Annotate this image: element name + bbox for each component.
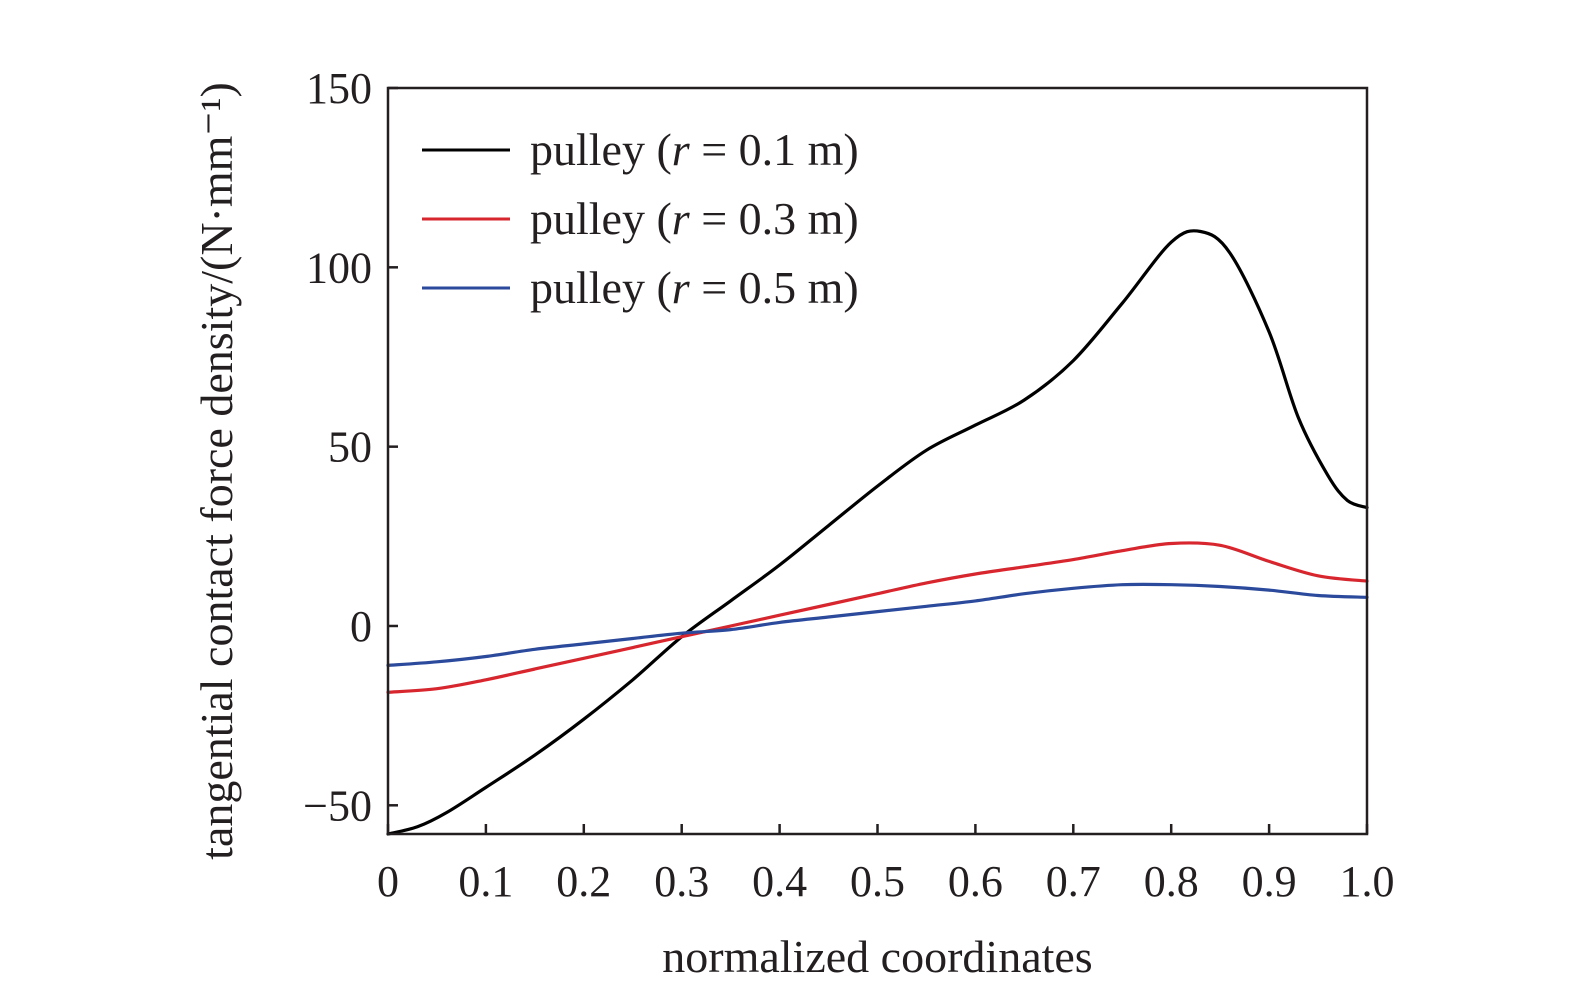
legend-label-1: pulley (r = 0.1 m)	[530, 124, 859, 175]
y-tick-label: 0	[350, 602, 372, 651]
x-tick-label: 0.2	[556, 857, 611, 906]
x-tick-label: 0	[377, 857, 399, 906]
y-tick-label: 150	[306, 64, 372, 113]
legend-label-3: pulley (r = 0.5 m)	[530, 262, 859, 313]
legend: pulley (r = 0.1 m) pulley (r = 0.3 m) pull…	[422, 124, 859, 313]
x-tick-label: 0.1	[458, 857, 513, 906]
x-tick-label: 0.6	[948, 857, 1003, 906]
x-tick-label: 1.0	[1340, 857, 1395, 906]
x-tick-label: 0.7	[1046, 857, 1101, 906]
series-line-1	[386, 229, 1369, 836]
y-tick-label: 50	[328, 423, 372, 472]
plot-frame	[386, 86, 1369, 836]
series-line-3	[386, 582, 1369, 667]
x-tick-label: 0.9	[1242, 857, 1297, 906]
y-axis-title: tangential contact force density/(N·mm⁻¹…	[191, 82, 242, 860]
x-tick-label: 0.8	[1144, 857, 1199, 906]
x-axis-title: normalized coordinates	[662, 931, 1092, 982]
y-tick-label: 100	[306, 243, 372, 292]
x-tick-label: 0.5	[850, 857, 905, 906]
x-tick-label: 0.4	[752, 857, 807, 906]
y-tick-label: −50	[303, 781, 372, 830]
series-lines	[386, 229, 1369, 836]
axis-ticks: 0 0.1 0.2 0.3 0.4 0.5 0.6 0.7 0.8 0.9 1.0−50050100…	[303, 64, 1394, 906]
y-axis-title-group: tangential contact force density/(N·mm⁻¹…	[191, 82, 242, 860]
series-line-2	[386, 541, 1369, 694]
legend-label-2: pulley (r = 0.3 m)	[530, 193, 859, 244]
x-tick-label: 0.3	[654, 857, 709, 906]
